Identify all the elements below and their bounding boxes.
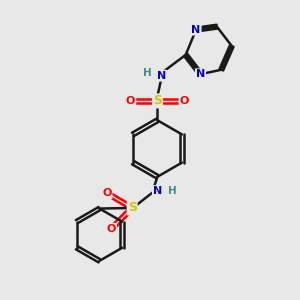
- Text: S: S: [153, 94, 162, 107]
- Text: O: O: [107, 224, 116, 234]
- Text: O: O: [102, 188, 112, 198]
- Text: O: O: [179, 96, 189, 106]
- Text: N: N: [157, 71, 167, 81]
- Text: N: N: [153, 186, 162, 196]
- Text: N: N: [191, 25, 201, 34]
- Text: N: N: [196, 69, 205, 79]
- Text: O: O: [126, 96, 135, 106]
- Text: H: H: [168, 186, 177, 196]
- Text: S: S: [128, 202, 137, 214]
- Text: H: H: [143, 68, 152, 78]
